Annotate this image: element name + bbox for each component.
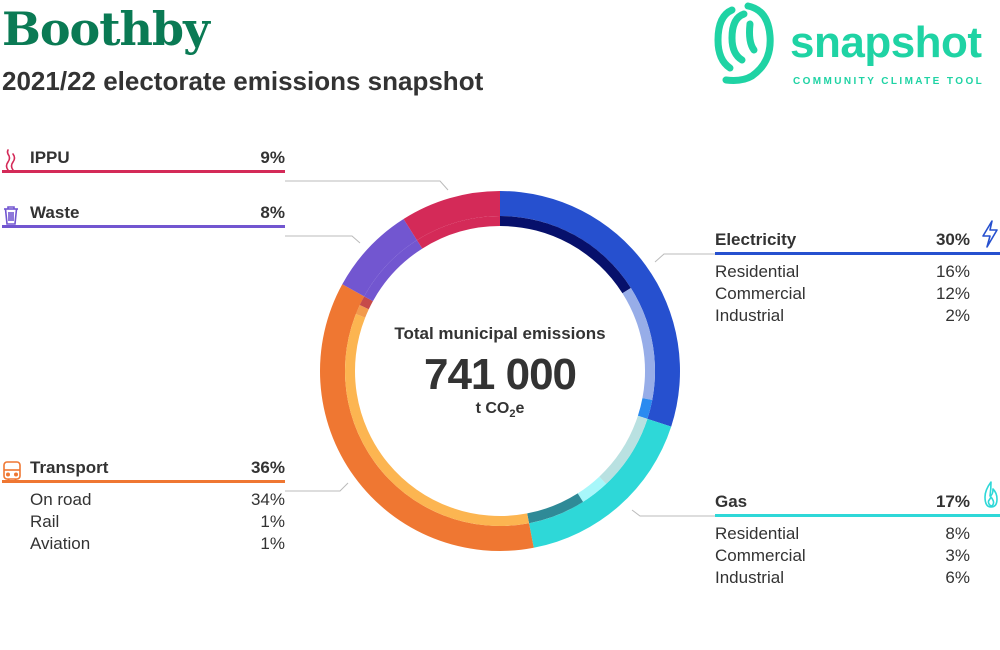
category-label-waste: Waste [30, 203, 80, 222]
chart-center-total: 741 000 [423, 350, 577, 399]
donut-subslice-waste [364, 240, 423, 302]
subcategory-value: 16% [935, 262, 970, 281]
unit-subscript: 2 [509, 408, 516, 421]
transport-subcategories: On road 34% Rail 1% Aviation 1% [2, 483, 285, 555]
legend-block-electricity: Electricity 30% Residential 16% Commercia… [715, 220, 1000, 327]
legend-block-waste: Waste 8% [2, 203, 285, 228]
subcategory-value: 2% [945, 306, 970, 325]
connector-line-waste [285, 235, 361, 244]
category-value-electricity: 30% [935, 230, 970, 249]
category-value-transport: 36% [250, 458, 285, 477]
trash-icon [4, 206, 18, 225]
subcategory-row: Residential 16% [715, 261, 970, 283]
subcategory-value: 8% [945, 524, 970, 543]
donut-slice-waste [342, 219, 417, 297]
subcategory-label: Residential [715, 524, 800, 543]
category-label-transport: Transport [30, 458, 109, 477]
legend-block-ippu: IPPU 9% [2, 148, 285, 173]
category-value-waste: 8% [260, 203, 285, 222]
logo-wordmark: snapshot [790, 18, 982, 67]
subcategory-label: Commercial [715, 284, 806, 303]
subcategory-label: On road [30, 490, 92, 509]
connector-line-ippu [285, 180, 449, 191]
subcategory-value: 34% [250, 490, 285, 509]
connector-line-transport [285, 482, 349, 492]
donut-subslice-transport-aviation [359, 296, 373, 310]
subcategory-row: Industrial 2% [715, 305, 970, 327]
lightning-icon [982, 220, 998, 248]
flame-icon [984, 481, 998, 508]
snapshot-logo-icon [714, 2, 774, 84]
donut-subslice-gas-residential [599, 415, 648, 484]
fumes-icon [5, 149, 16, 171]
chart-center-unit: t CO2e [380, 400, 620, 420]
unit-suffix: e [515, 400, 525, 417]
page-subtitle: 2021/22 electorate emissions snapshot [2, 66, 484, 96]
subcategory-row: Aviation 1% [30, 533, 285, 555]
subcategory-row: Rail 1% [30, 511, 285, 533]
legend-block-gas: Gas 17% Residential 8% Commercial 3% Indus… [715, 481, 1000, 589]
subcategory-label: Aviation [30, 534, 91, 553]
logo-tagline: COMMUNITY CLIMATE TOOL [793, 76, 985, 87]
category-label-electricity: Electricity [715, 230, 797, 249]
donut-slice-gas [529, 418, 672, 548]
subcategory-value: 6% [945, 568, 970, 587]
subcategory-label: Residential [715, 262, 800, 281]
subcategory-row: Industrial 6% [715, 567, 970, 589]
donut-subslice-transport-on-road [345, 313, 530, 526]
category-value-ippu: 9% [260, 148, 285, 167]
chart-center-label: Total municipal emissions [394, 324, 606, 343]
subcategory-label: Commercial [715, 546, 806, 565]
connector-line-gas [631, 509, 715, 517]
electricity-subcategories: Residential 16% Commercial 12% Industrial 2… [715, 255, 970, 327]
category-label-gas: Gas [715, 492, 748, 511]
donut-subslice-gas-commercial [577, 476, 607, 502]
subcategory-row: Commercial 3% [715, 545, 970, 567]
legend-block-transport: Transport 36% On road 34% Rail 1% Aviation… [2, 458, 285, 555]
subcategory-row: Commercial 12% [715, 283, 970, 305]
subcategory-row: Residential 8% [715, 523, 970, 545]
subcategory-value: 1% [260, 512, 285, 531]
train-icon [3, 461, 21, 483]
unit-prefix: t CO [475, 400, 510, 417]
subcategory-row: On road 34% [30, 489, 285, 511]
donut-slice-ippu [403, 191, 500, 241]
donut-slice-transport [320, 284, 534, 551]
donut-subslice-transport-rail [355, 305, 369, 318]
page-title: Boothby [2, 2, 210, 56]
donut-subslice-ippu [416, 216, 500, 249]
donut-slice-electricity [500, 191, 681, 427]
subcategory-value: 12% [935, 284, 970, 303]
subcategory-label: Rail [30, 512, 60, 531]
donut-subslice-electricity-commercial [622, 287, 655, 401]
donut-subslice-gas-industrial [527, 493, 584, 524]
subcategory-value: 3% [945, 546, 970, 565]
category-value-gas: 17% [935, 492, 970, 511]
category-label-ippu: IPPU [30, 148, 70, 167]
donut-subslice-electricity-residential [500, 216, 631, 294]
donut-subslice-electricity-industrial [637, 398, 653, 419]
subcategory-label: Industrial [715, 568, 784, 587]
subcategory-label: Industrial [715, 306, 784, 325]
subcategory-value: 1% [260, 534, 285, 553]
connector-line-electricity [654, 253, 715, 263]
gas-subcategories: Residential 8% Commercial 3% Industrial 6% [715, 517, 970, 589]
